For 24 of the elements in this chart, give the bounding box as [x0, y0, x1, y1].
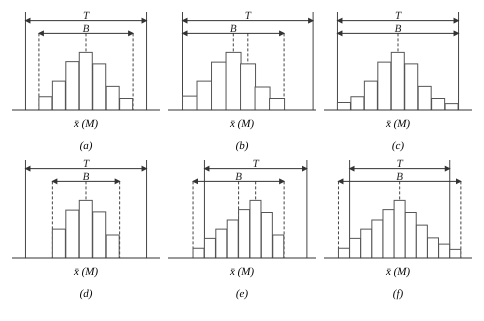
text: B [235, 170, 242, 183]
text: (b) [234, 140, 250, 152]
text: T [394, 10, 402, 22]
text: (c) [390, 140, 406, 152]
text: B [82, 170, 90, 183]
text: T [244, 10, 252, 22]
x-axis-title: x̄ (M) [384, 118, 412, 130]
text: B [396, 170, 404, 183]
x-axis-title: x̄ (M) [384, 266, 412, 278]
text: B [394, 22, 402, 35]
text: (d) [78, 288, 94, 300]
text: T [252, 158, 260, 170]
text: B [230, 22, 237, 35]
text: (e) [234, 288, 250, 300]
text: T [396, 158, 404, 170]
text: T [82, 158, 90, 170]
text: T [82, 10, 90, 22]
text: (a) [78, 140, 94, 152]
x-axis-title: x̄ (M) [72, 266, 100, 278]
text: (f) [392, 288, 404, 300]
x-axis-title: x̄ (M) [228, 266, 256, 278]
text: B [82, 22, 90, 35]
x-axis-title: x̄ (M) [72, 118, 100, 130]
x-axis-title: x̄ (M) [228, 118, 256, 130]
